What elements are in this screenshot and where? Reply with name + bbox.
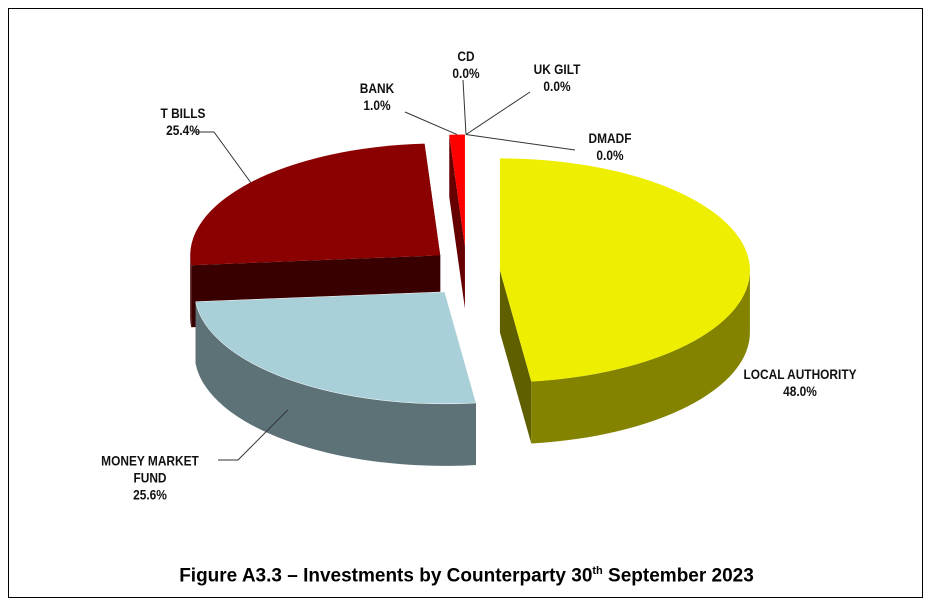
data-label: CD 0.0% xyxy=(445,48,488,82)
slice xyxy=(195,291,477,405)
slice xyxy=(449,134,465,247)
caption-sup: th xyxy=(592,565,603,577)
category-label: BANK xyxy=(359,80,395,96)
caption: Figure A3.3 – Investments by Counterpart… xyxy=(0,565,933,587)
value-label: 0.0% xyxy=(543,78,571,94)
caption-text: Figure A3.3 – Investments by Counterpart… xyxy=(179,565,593,587)
slice-side xyxy=(195,301,476,466)
data-label: DMADF 0.0% xyxy=(580,130,640,164)
slice-wall xyxy=(449,134,465,309)
value-label: 0.0% xyxy=(596,147,624,163)
leader-line xyxy=(462,79,467,135)
slice xyxy=(190,143,441,266)
data-label: UK GILT 0.0% xyxy=(523,61,591,95)
leader-line xyxy=(404,111,458,136)
value-label: 1.0% xyxy=(363,97,391,113)
data-label: BANK 1.0% xyxy=(352,80,403,114)
slice xyxy=(499,158,750,382)
data-label: LOCAL AUTHORITY 48.0% xyxy=(724,366,877,400)
leader-line xyxy=(218,409,289,461)
slice-wall xyxy=(499,270,532,444)
value-label: 48.0% xyxy=(783,383,817,399)
category-label: LOCAL AUTHORITY xyxy=(743,366,857,382)
data-label: MONEY MARKET FUND 25.6% xyxy=(95,453,206,504)
leader-line xyxy=(465,91,531,135)
slice-side xyxy=(190,255,192,328)
leader-line xyxy=(465,134,576,151)
value-label: 25.4% xyxy=(166,122,200,138)
leader-line xyxy=(194,131,252,183)
caption-text: September 2023 xyxy=(602,565,754,587)
category-label: T BILLS xyxy=(160,105,206,121)
frame xyxy=(8,8,923,598)
category-label: UK GILT xyxy=(533,61,581,77)
category-label: CD xyxy=(457,48,475,64)
value-label: 0.0% xyxy=(452,65,480,81)
slice-side xyxy=(531,270,750,444)
value-label: 25.6% xyxy=(133,486,167,503)
data-label: T BILLS 25.4% xyxy=(145,105,222,139)
category-label: MONEY MARKET FUND xyxy=(101,452,199,486)
category-label: DMADF xyxy=(588,130,632,146)
